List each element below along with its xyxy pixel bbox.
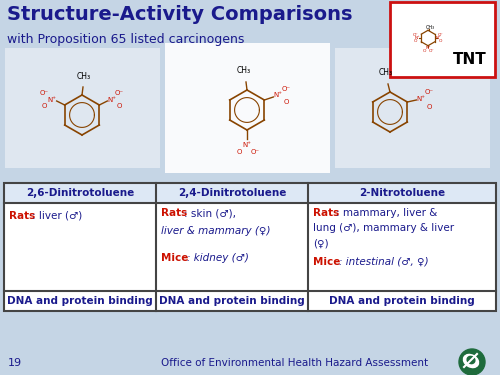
Bar [335,48,490,168]
Text: 2-Nitrotoluene: 2-Nitrotoluene [359,188,445,198]
Text: O: O [414,39,417,43]
Text: DNA and protein binding: DNA and protein binding [159,296,305,306]
Text: : kidney (♂): : kidney (♂) [187,253,249,263]
Text: 2,4-Dinitrotoluene: 2,4-Dinitrotoluene [178,188,286,198]
Text: with Proposition 65 listed carcinogens: with Proposition 65 listed carcinogens [7,33,244,46]
Text: CH₃: CH₃ [426,25,434,30]
Bar [5,48,160,168]
Text: O: O [426,104,432,110]
Text: DNA and protein binding: DNA and protein binding [329,296,475,306]
Text: Rats: Rats [161,208,187,218]
Text: O: O [236,149,242,155]
Bar [4,183,496,311]
Text: O: O [422,49,426,52]
Text: liver & mammary (♀): liver & mammary (♀) [161,226,270,236]
Text: : skin (♂),: : skin (♂), [184,208,236,218]
Text: N⁺: N⁺ [415,36,420,40]
Text: : intestinal (♂, ♀): : intestinal (♂, ♀) [339,257,428,267]
Text: lung (♂), mammary & liver: lung (♂), mammary & liver [313,223,454,233]
Text: N⁺: N⁺ [436,36,441,40]
Text: O⁻: O⁻ [115,90,124,96]
Text: Office of Environmental Health Hazard Assessment: Office of Environmental Health Hazard As… [162,358,428,368]
Text: O⁻: O⁻ [250,149,260,155]
Text: (♀): (♀) [313,238,328,248]
Text: N⁺: N⁺ [242,142,252,148]
Bar [4,183,496,311]
Text: CH₃: CH₃ [379,68,393,77]
Text: N⁺: N⁺ [274,92,283,98]
Text: O⁻: O⁻ [429,49,434,52]
Text: : mammary, liver &: : mammary, liver & [336,208,438,218]
Text: O: O [284,99,289,105]
Text: Rats: Rats [313,208,339,218]
Text: 2,6-Dinitrotoluene: 2,6-Dinitrotoluene [26,188,134,198]
Text: 19: 19 [8,358,22,368]
Text: Structure-Activity Comparisons: Structure-Activity Comparisons [7,5,352,24]
Text: O⁻: O⁻ [282,86,291,92]
Text: N⁺: N⁺ [47,97,56,103]
Text: CH₃: CH₃ [237,66,251,75]
Text: CH₃: CH₃ [77,72,91,81]
Bar [4,183,156,203]
Text: Mice: Mice [161,253,188,263]
Circle shape [459,349,485,375]
Text: Mice: Mice [313,257,340,267]
Ellipse shape [467,356,475,364]
Bar [390,2,495,77]
Text: : liver (♂): : liver (♂) [32,211,82,221]
Text: N⁺: N⁺ [108,97,117,103]
Text: O⁻: O⁻ [412,33,418,37]
Text: O: O [439,39,442,43]
Text: O⁻: O⁻ [438,33,444,37]
Text: O: O [42,103,48,109]
Bar [308,183,496,203]
Bar [156,183,308,203]
Text: N⁺: N⁺ [417,96,426,102]
Text: O: O [116,103,122,109]
Text: Rats: Rats [9,211,35,221]
Text: O⁻: O⁻ [425,89,434,95]
Text: DNA and protein binding: DNA and protein binding [7,296,153,306]
Text: TNT: TNT [453,53,487,68]
Ellipse shape [464,354,478,368]
Text: N⁺: N⁺ [425,46,431,51]
Bar [165,43,330,173]
Text: O⁻: O⁻ [40,90,49,96]
